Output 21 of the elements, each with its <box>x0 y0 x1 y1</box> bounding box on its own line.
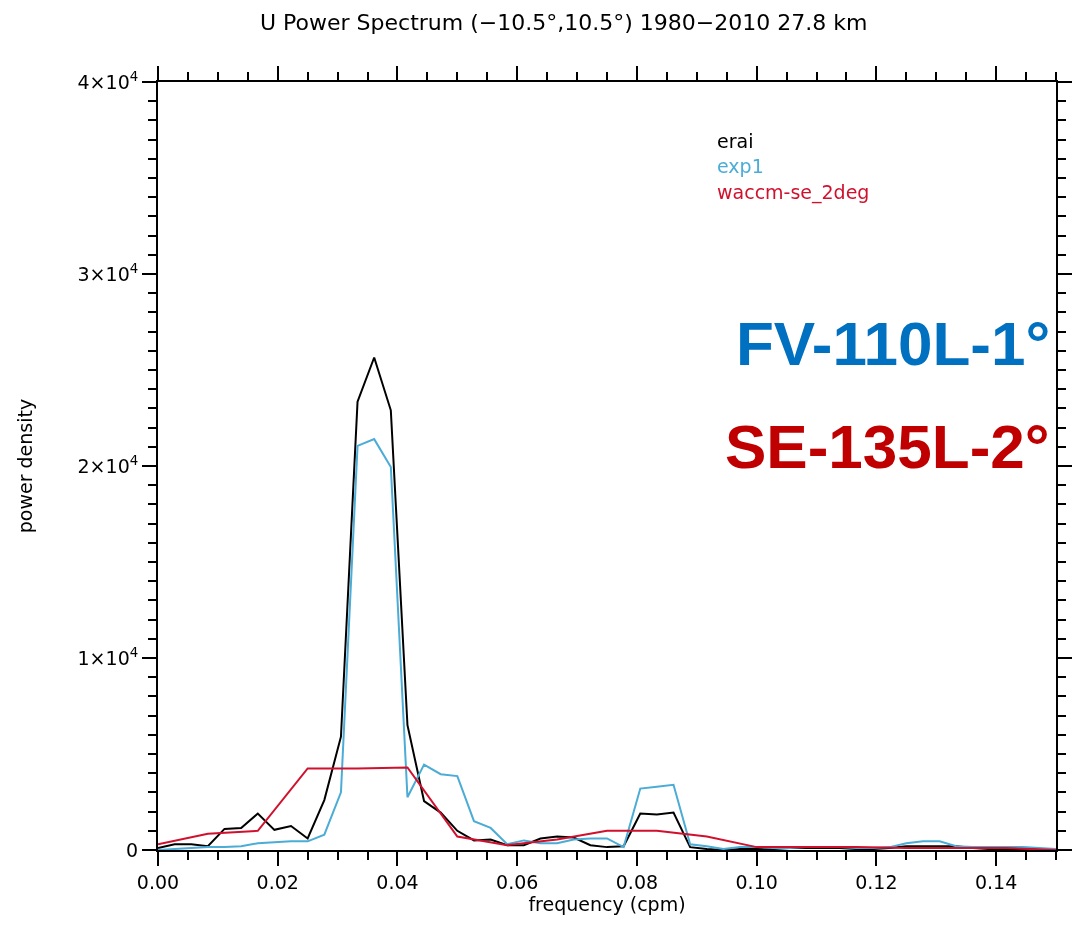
text: erai <box>717 130 754 152</box>
y-tick-label: 2×10$^{4}$ <box>77 452 139 477</box>
chart-title: U Power Spectrum (−10.5°,10.5°) 1980−2010 27.8 km <box>260 9 868 35</box>
y-tick-label: 3×10$^{4}$ <box>77 260 139 285</box>
x-tick-label: 0.06 <box>496 870 539 893</box>
text: waccm-se_2deg <box>717 181 870 204</box>
x-tick-label: 0.10 <box>735 870 778 893</box>
x-axis-title: frequency (cpm) <box>528 892 686 915</box>
x-tick-label: 0.04 <box>376 870 419 893</box>
x-tick-label: 0.08 <box>615 870 659 893</box>
x-tick-label: 0.14 <box>974 870 1018 893</box>
annotation: SE-135L-2° <box>725 412 1050 481</box>
y-tick-label: 0 <box>126 838 139 861</box>
x-tick-label: 0.00 <box>136 870 180 893</box>
x-tick-label: 0.02 <box>256 870 299 893</box>
y-tick-label: 1×10$^{4}$ <box>77 644 139 669</box>
y-tick-label: 4×10$^{4}$ <box>77 68 139 93</box>
text: exp1 <box>717 155 764 177</box>
y-axis-title: power density <box>13 398 36 534</box>
x-tick-label: 0.12 <box>855 870 898 893</box>
annotation: FV-110L-1° <box>736 309 1051 378</box>
